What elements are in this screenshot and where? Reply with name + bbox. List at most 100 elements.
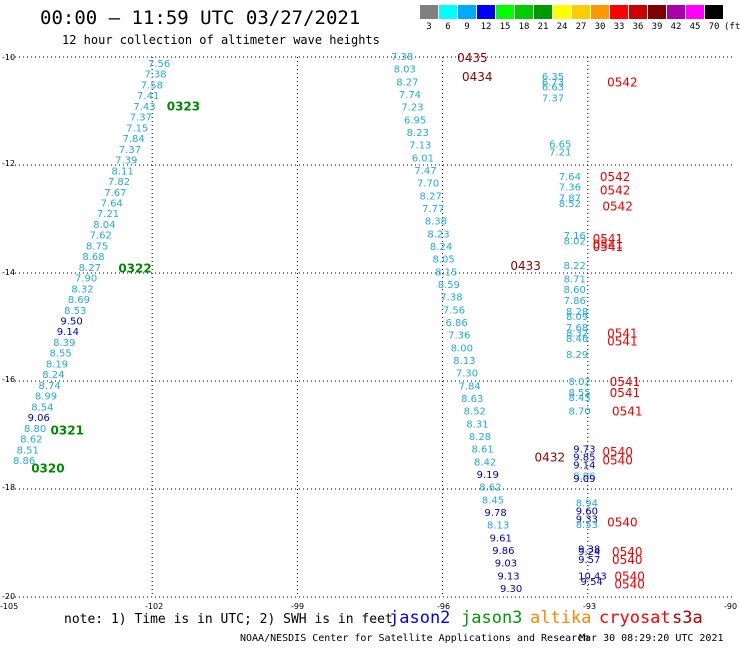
wave-height-value: 8.60 [564, 285, 586, 296]
wave-height-value: 8.23 [407, 128, 429, 139]
generated-timestamp: Mar 30 08:29:20 UTC 2021 [579, 633, 724, 644]
legend-swatch-label: 21 [537, 22, 549, 32]
wave-height-value: 9.14 [57, 327, 79, 338]
units-note: note: 1) Time is in UTC; 2) SWH is in fe… [64, 612, 393, 627]
wave-height-value: 8.70 [568, 407, 590, 418]
pass-time-label: 0541 [612, 405, 643, 419]
wave-height-value: 9.50 [60, 317, 82, 328]
wave-height-value: 7.84 [122, 134, 144, 145]
pass-time-label: 0434 [462, 70, 493, 84]
legend-swatch-label: 9 [464, 22, 470, 32]
wave-height-value: 8.02 [568, 377, 590, 388]
wave-height-value: 8.32 [71, 284, 93, 295]
legend-swatch [667, 5, 685, 19]
x-tick-label: -93 [583, 602, 597, 611]
legend-swatch-label: 18 [518, 22, 530, 32]
wave-height-value: 9.06 [28, 413, 50, 424]
wave-height-value: 6.73 [542, 77, 564, 88]
y-tick-label: -14 [2, 268, 16, 277]
pass-time-label: 0322 [118, 262, 151, 276]
wave-height-value: 8.69 [68, 295, 90, 306]
wave-height-value: 8.32 [566, 328, 588, 339]
y-tick-label: -12 [2, 159, 16, 168]
wave-height-value: 9.85 [573, 453, 595, 464]
wave-height-value: 6.65 [549, 139, 571, 150]
y-tick-label: -18 [2, 483, 16, 492]
pass-time-label: 0541 [607, 326, 638, 340]
credit-text: NOAA/NESDIS Center for Satellite Applica… [240, 633, 590, 644]
wave-height-value: 7.64 [101, 198, 123, 209]
y-tick-label: -16 [2, 375, 16, 384]
wave-height-value: 8.55 [568, 388, 590, 399]
wave-height-value: 8.51 [17, 445, 39, 456]
wave-height-value: 7.77 [422, 204, 444, 215]
pass-time-label: 0542 [600, 183, 631, 197]
pass-time-label: 0323 [167, 100, 200, 114]
wave-height-value: 8.22 [564, 261, 586, 272]
legend-jason2: jason2 [389, 608, 451, 628]
wave-height-value: 9.60 [576, 507, 598, 518]
pass-time-label: 0541 [593, 240, 624, 254]
wave-height-value: 7.37 [130, 113, 152, 124]
wave-height-value: 8.27 [79, 263, 101, 274]
legend-swatch [420, 5, 438, 19]
wave-height-value: 8.42 [474, 457, 496, 468]
x-tick-label: -105 [0, 602, 19, 611]
wave-height-value: 9.73 [573, 445, 595, 456]
wave-height-value: 7.21 [97, 209, 119, 220]
wave-height-value: 9.57 [578, 555, 600, 566]
wave-height-value: 8.19 [46, 359, 68, 370]
wave-height-value: 9.03 [495, 559, 517, 570]
wave-height-value: 8.46 [566, 334, 588, 345]
wave-height-value: 8.62 [479, 483, 501, 494]
wave-height-value: 7.37 [119, 145, 141, 156]
pass-time-label: 0541 [610, 386, 641, 400]
wave-height-value: 7.64 [559, 172, 581, 183]
wave-height-value: 8.96 [573, 472, 595, 483]
wave-height-value: 7.43 [133, 102, 155, 113]
wave-height-value: 8.45 [482, 495, 504, 506]
pass-time-label: 0542 [602, 200, 633, 214]
y-tick-label: -10 [2, 53, 16, 62]
wave-height-value: 6.01 [412, 153, 434, 164]
wave-height-value: 8.71 [564, 274, 586, 285]
wave-height-value: 8.27 [396, 77, 418, 88]
legend-s3a: s3a [672, 608, 703, 628]
wave-height-value: 7.39 [115, 156, 137, 167]
wave-height-value: 8.52 [464, 407, 486, 418]
wave-height-value: 8.62 [20, 435, 42, 446]
x-tick-label: -102 [145, 602, 164, 611]
wave-height-value: 8.38 [425, 217, 447, 228]
wave-height-value: 9.61 [490, 533, 512, 544]
wave-height-value: 8.13 [487, 521, 509, 532]
wave-height-value: 8.03 [394, 65, 416, 76]
wave-height-value: 9.13 [497, 571, 519, 582]
wave-height-value: 8.02 [564, 237, 586, 248]
legend-swatch-label: 39 [651, 22, 663, 32]
wave-height-value: 8.39 [53, 338, 75, 349]
wave-height-value: 6.63 [542, 83, 564, 94]
wave-height-value: 7.30 [456, 369, 478, 380]
legend-swatch [591, 5, 609, 19]
wave-height-value: 8.09 [566, 312, 588, 323]
x-tick-label: -99 [291, 602, 305, 611]
wave-height-value: 8.94 [576, 499, 598, 510]
wave-height-value: 7.90 [75, 274, 97, 285]
legend-swatch-label: (ft) [724, 22, 740, 32]
wave-height-value: 7.47 [414, 166, 436, 177]
wave-height-value: 8.24 [430, 242, 452, 253]
legend-swatch [534, 5, 552, 19]
wave-height-value: 9.24 [578, 547, 600, 558]
wave-height-value: 9.38 [578, 544, 600, 555]
wave-height-value: 8.61 [471, 445, 493, 456]
wave-height-value: 9.33 [576, 515, 598, 526]
pass-time-label: 0541 [593, 237, 624, 251]
wave-height-value: 9.09 [573, 474, 595, 485]
pass-time-label: 0540 [612, 553, 643, 567]
legend-swatch [629, 5, 647, 19]
wave-height-value: 8.15 [435, 267, 457, 278]
wave-height-value: 7.36 [448, 331, 470, 342]
wave-height-value: 8.53 [576, 520, 598, 531]
wave-height-value: 8.53 [64, 306, 86, 317]
